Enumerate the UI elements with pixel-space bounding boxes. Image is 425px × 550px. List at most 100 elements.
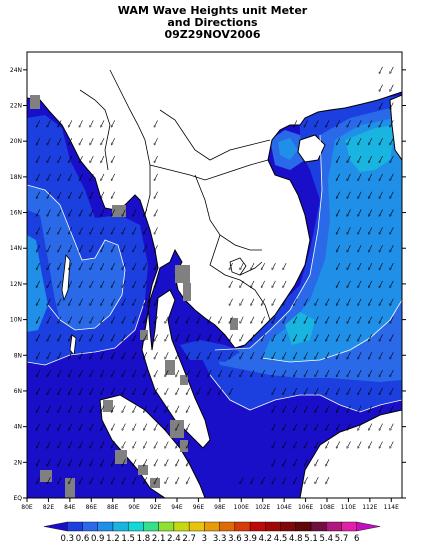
direction-arrow (380, 245, 383, 251)
direction-arrow (112, 316, 115, 323)
direction-arrow (347, 262, 351, 269)
map-title-date: 09Z29NOV2006 (164, 28, 261, 41)
direction-arrow (176, 441, 180, 447)
direction-arrow (90, 298, 94, 305)
direction-arrow (155, 280, 158, 287)
direction-arrow (47, 245, 51, 251)
direction-arrow (112, 209, 115, 216)
direction-arrow (272, 405, 276, 412)
direction-arrow (122, 334, 126, 340)
direction-arrow (240, 334, 244, 340)
direction-arrow (165, 334, 169, 340)
direction-arrow (155, 120, 158, 126)
direction-arrow (208, 352, 212, 358)
lat-tick-label: 18N (10, 174, 22, 181)
direction-arrow (315, 316, 319, 323)
direction-arrow (101, 262, 105, 269)
colorbar-cell (188, 521, 205, 532)
colorbar-cell (82, 521, 98, 532)
colorbar-cell (249, 521, 266, 532)
direction-arrow (262, 477, 265, 483)
direction-arrow (380, 352, 383, 358)
direction-arrow (37, 387, 40, 394)
direction-arrow (305, 352, 308, 358)
direction-arrow (347, 120, 351, 126)
colorbar-cell (219, 521, 236, 532)
direction-arrow (37, 405, 40, 412)
lon-tick-label: 98E (214, 504, 226, 511)
direction-arrow (122, 477, 126, 483)
direction-arrow (380, 227, 383, 233)
direction-arrow (176, 352, 180, 358)
direction-arrow (369, 334, 373, 340)
direction-arrow (144, 352, 148, 358)
direction-arrow (369, 227, 373, 233)
direction-arrow (101, 280, 105, 287)
direction-arrow (155, 441, 158, 447)
direction-arrow (133, 316, 137, 323)
direction-arrow (155, 191, 158, 198)
direction-arrow (305, 441, 308, 447)
lon-tick-label: 90E (128, 504, 140, 511)
colorbar-label: 3.3 (213, 534, 227, 544)
direction-arrow (337, 173, 340, 180)
direction-arrow (337, 191, 340, 198)
direction-arrow (37, 280, 40, 287)
colorbar-cell (295, 521, 312, 532)
direction-arrow (272, 441, 276, 447)
direction-arrow (326, 459, 330, 465)
direction-arrow (155, 173, 158, 180)
direction-arrow (90, 262, 94, 269)
direction-arrow (112, 138, 115, 144)
direction-arrow (262, 352, 265, 358)
direction-arrow (47, 405, 51, 412)
lon-tick-label: 84E (64, 504, 76, 511)
colorbar-label: 4.8 (289, 534, 303, 544)
direction-arrow (112, 120, 115, 126)
lat-tick-label: 16N (10, 210, 22, 217)
wave-zone-1.5-scs-south (285, 312, 315, 345)
direction-arrow (358, 298, 362, 305)
direction-arrow (272, 459, 276, 465)
direction-arrow (390, 387, 394, 394)
direction-arrow (230, 387, 233, 394)
direction-arrow (240, 352, 244, 358)
direction-arrow (58, 459, 62, 465)
direction-arrow (358, 352, 362, 358)
direction-arrow (347, 387, 351, 394)
direction-arrow (133, 209, 137, 216)
direction-arrow (58, 262, 62, 269)
direction-arrow (47, 298, 51, 305)
direction-arrow (294, 441, 298, 447)
lat-tick-label: 12N (10, 281, 22, 288)
direction-arrow (305, 459, 308, 465)
direction-arrow (326, 423, 330, 430)
direction-arrow (337, 155, 340, 162)
direction-arrow (187, 316, 190, 323)
direction-arrow (37, 369, 40, 376)
direction-arrow (337, 369, 340, 376)
direction-arrow (347, 155, 351, 162)
direction-arrow (380, 280, 383, 287)
direction-arrow (133, 369, 137, 376)
direction-arrow (305, 477, 308, 483)
direction-arrow (58, 387, 62, 394)
direction-arrow (326, 441, 330, 447)
colorbar-label: 5.4 (320, 534, 334, 544)
direction-arrow (326, 334, 330, 340)
direction-arrow (101, 120, 105, 126)
direction-arrow (390, 298, 394, 305)
direction-arrow (122, 423, 126, 430)
direction-arrow (390, 155, 394, 162)
direction-arrow (337, 441, 340, 447)
direction-arrow (369, 245, 373, 251)
direction-arrow (390, 66, 394, 73)
direction-arrow (112, 369, 115, 376)
direction-arrow (90, 155, 94, 162)
colorbar-cell (143, 521, 159, 532)
direction-arrow (58, 352, 62, 358)
direction-arrow (144, 423, 148, 430)
direction-arrow (80, 459, 83, 465)
direction-arrow (272, 316, 276, 323)
direction-arrow (47, 155, 51, 162)
